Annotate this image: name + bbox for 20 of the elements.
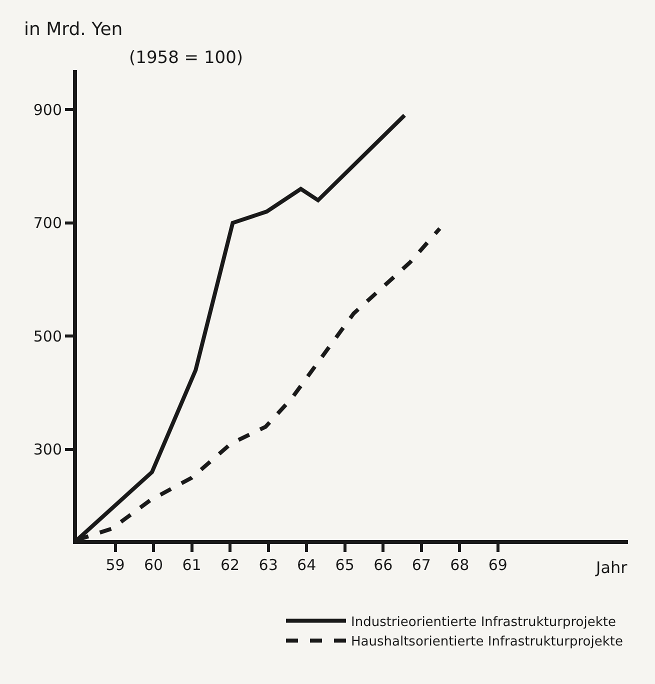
- x-tick-label: 69: [488, 556, 508, 574]
- legend-label: Industrieorientierte Infrastrukturprojekte: [351, 614, 616, 630]
- x-axis-title: Jahr: [595, 558, 628, 577]
- x-tick-label: 61: [182, 556, 202, 574]
- x-tick-label: 59: [106, 556, 125, 574]
- y-axis-title: in Mrd. Yen: [24, 19, 123, 40]
- chart-subtitle: (1958 = 100): [129, 48, 244, 68]
- legend-label: Haushaltsorientierte Infrastrukturprojekte: [351, 634, 623, 650]
- x-tick-label: 62: [220, 556, 240, 574]
- y-tick-label: 900: [33, 100, 62, 119]
- x-tick-label: 67: [412, 556, 431, 574]
- y-tick-label: 500: [33, 327, 62, 346]
- y-tick-label: 300: [33, 440, 62, 459]
- x-tick-label: 68: [450, 556, 470, 574]
- x-tick-label: 66: [374, 556, 393, 574]
- x-tick-label: 60: [144, 556, 164, 574]
- x-tick-label: 63: [258, 556, 278, 574]
- x-tick-label: 65: [335, 556, 354, 574]
- y-tick-label: 700: [33, 214, 62, 232]
- x-tick-label: 64: [297, 556, 316, 574]
